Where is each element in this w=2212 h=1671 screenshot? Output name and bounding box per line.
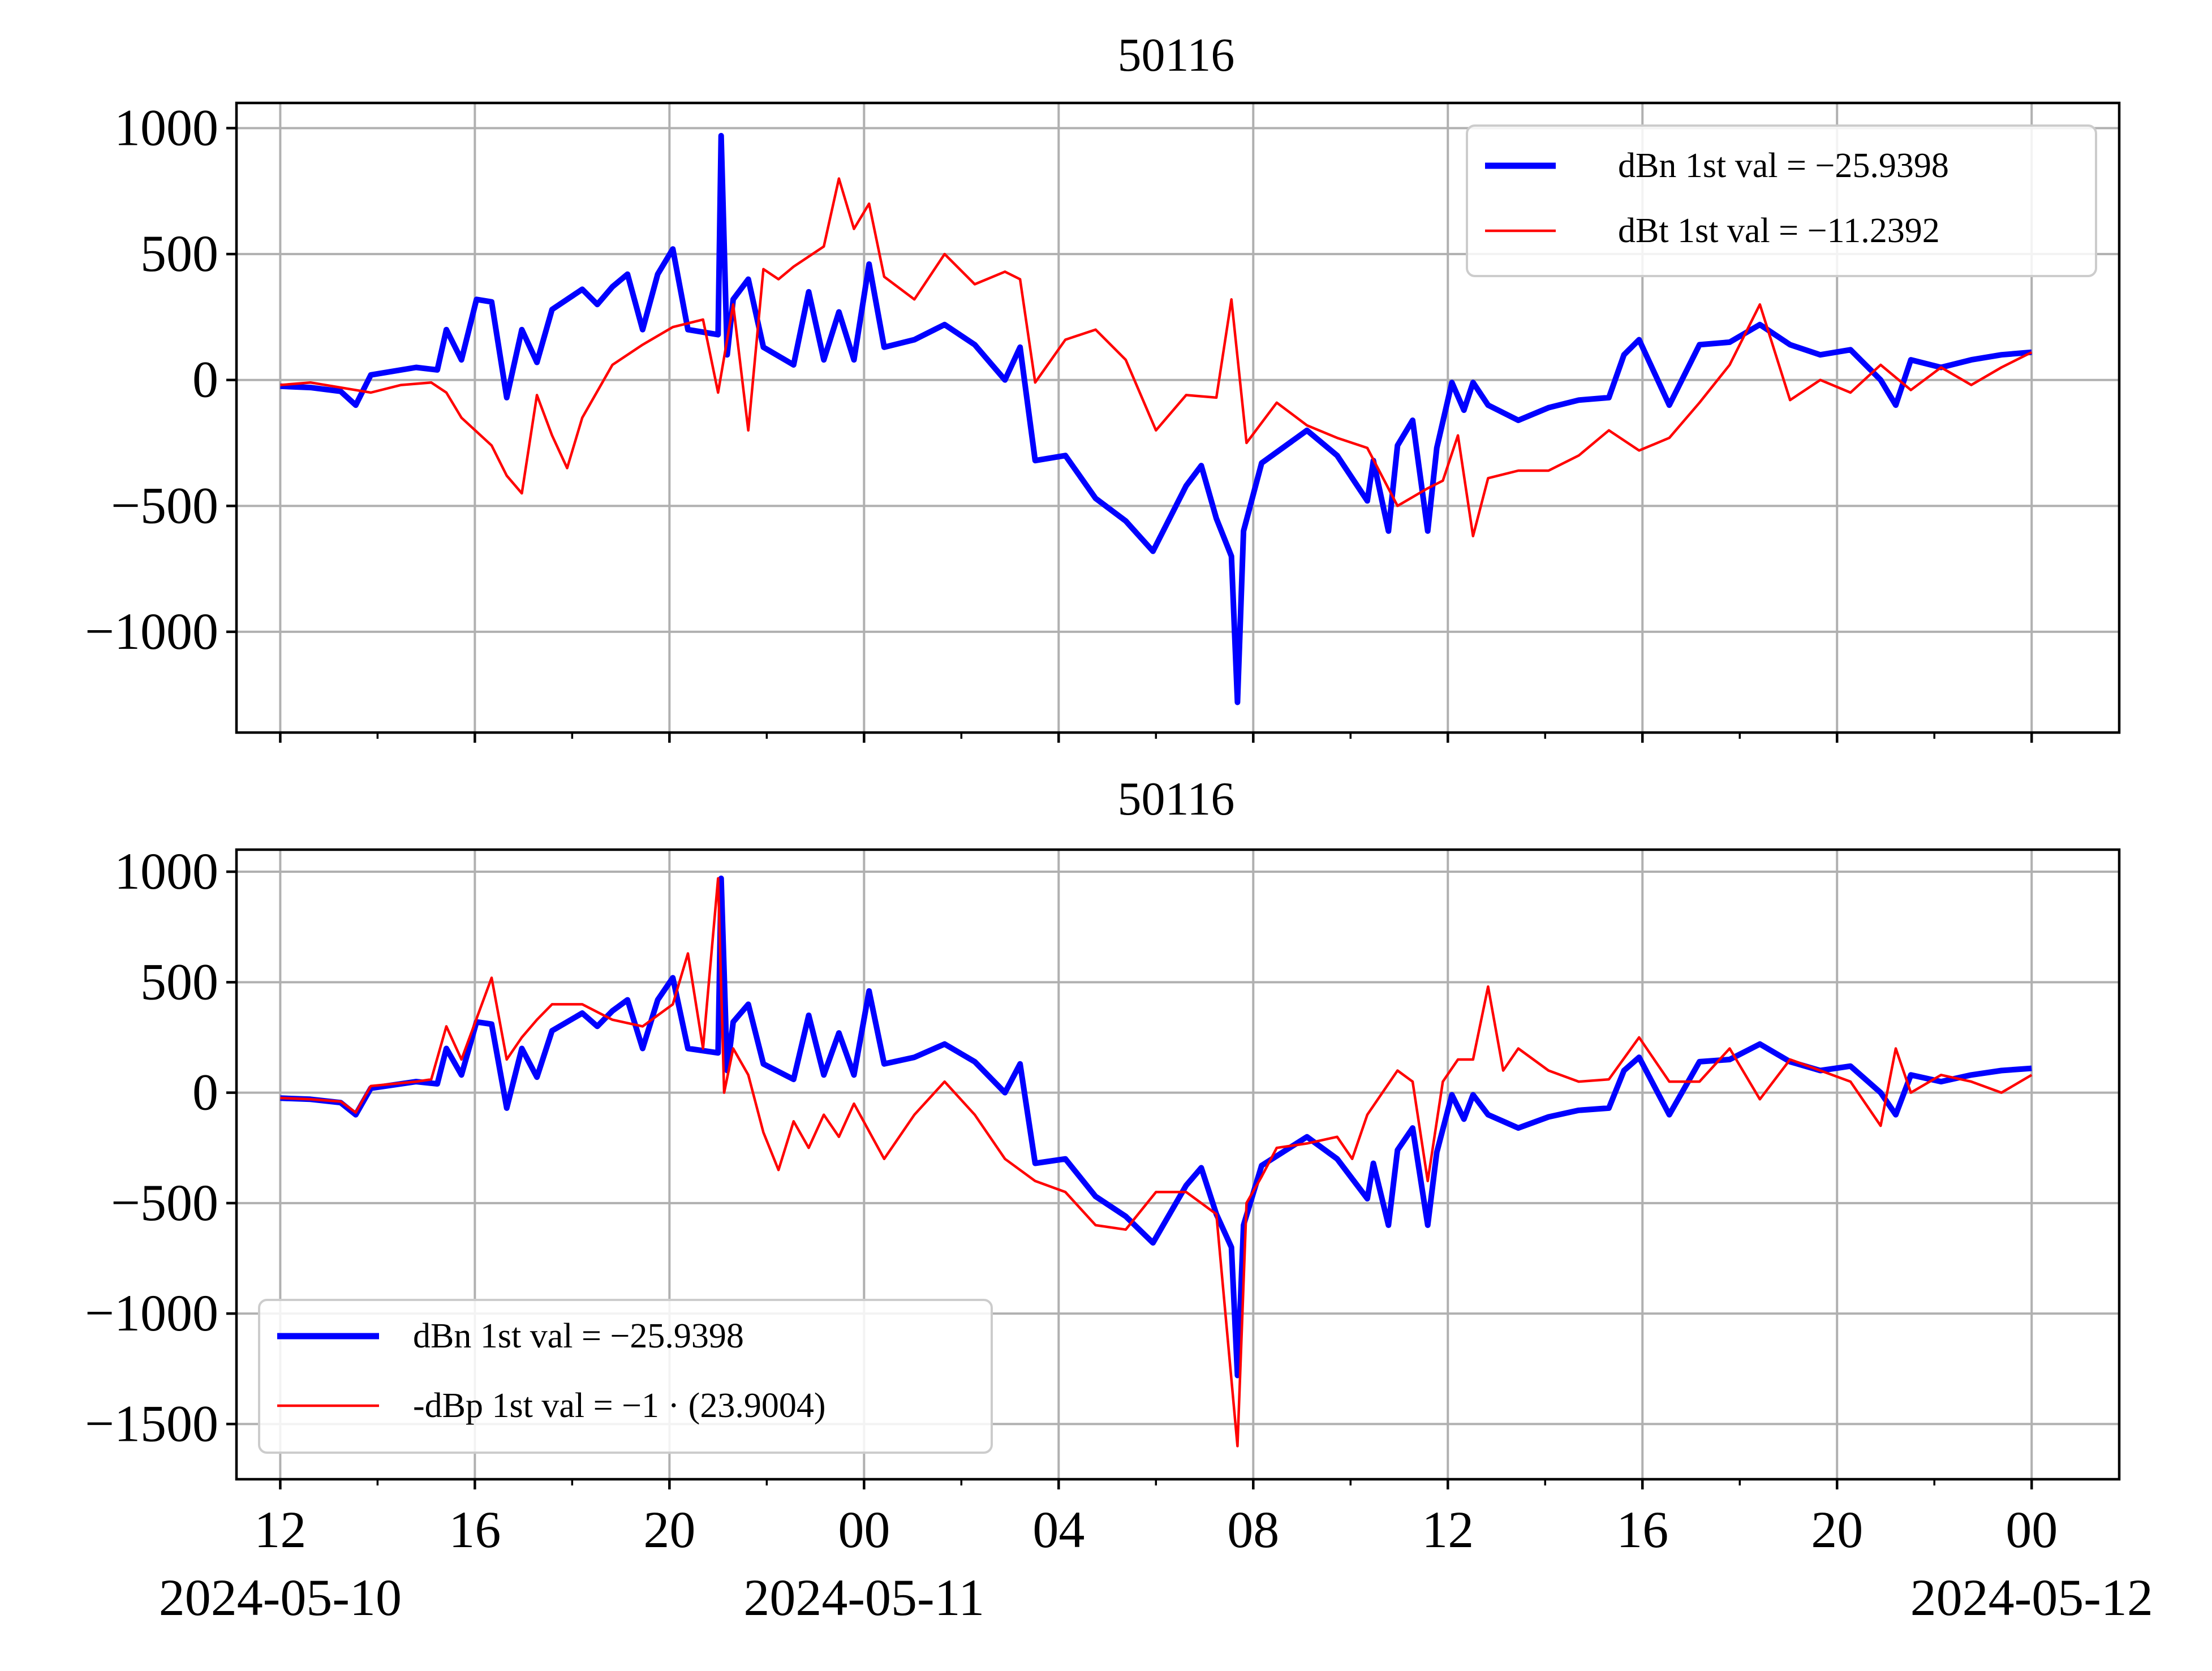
y-tick-label: 0 [192, 351, 218, 408]
bottom-panel-series [280, 875, 2033, 1448]
y-tick-label: −1500 [85, 1394, 218, 1452]
bottom-legend-dbn-label: dBn 1st val = −25.9398 [413, 1317, 744, 1355]
x-date-label: 2024-05-10 [159, 1569, 402, 1626]
y-tick-label: 1000 [114, 99, 218, 157]
y-tick-label: −1000 [85, 602, 218, 660]
bottom-panel-grid [236, 850, 2119, 1479]
top-panel-title: 50116 [1118, 29, 1235, 81]
bottom-panel-x-labels: 12 16 20 00 04 08 12 16 20 00 2024-05-10 2024-05-11… [159, 1501, 2153, 1626]
x-date-label: 2024-05-12 [1910, 1569, 2153, 1626]
top-panel-ticks: 1000 500 0 −500 −1000 [85, 99, 2033, 743]
x-tick-label: 12 [1422, 1501, 1474, 1558]
series-line-dbn [280, 875, 2032, 1379]
y-tick-label: −500 [111, 1174, 218, 1231]
y-tick-label: 500 [140, 953, 218, 1010]
top-panel-legend: dBn 1st val = −25.9398 dBt 1st val = −11… [1466, 124, 2097, 277]
x-tick-label: 00 [2006, 1501, 2058, 1558]
series-line-secondary [280, 177, 2033, 537]
x-tick-label: 16 [449, 1501, 501, 1558]
top-legend-dbn-label: dBn 1st val = −25.9398 [1618, 147, 1949, 185]
y-tick-label: 1000 [114, 842, 218, 900]
x-tick-label: 00 [838, 1501, 890, 1558]
x-date-label: 2024-05-11 [743, 1569, 984, 1626]
y-tick-label: 0 [192, 1063, 218, 1121]
series-line-secondary [280, 877, 2033, 1448]
y-tick-label: 500 [140, 225, 218, 282]
top-panel-frame [235, 101, 2121, 734]
bottom-legend-dbp-label: -dBp 1st val = −1 · (23.9004) [413, 1386, 825, 1425]
top-legend-box [1466, 124, 2097, 277]
y-tick-label: −500 [111, 476, 218, 534]
bottom-panel-ticks: 1000 500 0 −500 −1000 −1500 [85, 842, 2033, 1489]
bottom-panel-frame [235, 848, 2121, 1481]
bottom-panel-legend: dBn 1st val = −25.9398 -dBp 1st val = −1… [258, 1299, 993, 1454]
top-legend-dbt-label: dBt 1st val = −11.2392 [1618, 212, 1940, 250]
x-tick-label: 08 [1227, 1501, 1279, 1558]
bottom-legend-box [258, 1299, 993, 1454]
y-tick-label: −1000 [85, 1284, 218, 1342]
x-tick-label: 20 [643, 1501, 695, 1558]
series-line-dbn [280, 132, 2032, 705]
x-tick-label: 12 [254, 1501, 306, 1558]
top-panel-grid [236, 103, 2119, 733]
x-tick-label: 04 [1032, 1501, 1085, 1558]
top-panel-series [280, 132, 2033, 705]
x-tick-label: 20 [1811, 1501, 1863, 1558]
bottom-panel: 50116 1000 500 0 −500 −1000 −1500 dBn 1st val… [85, 773, 2153, 1626]
top-panel: 50116 1000 500 0 −500 −1000 dBn 1st val = −2… [85, 29, 2121, 743]
x-tick-label: 16 [1616, 1501, 1668, 1558]
bottom-panel-title: 50116 [1118, 773, 1235, 825]
